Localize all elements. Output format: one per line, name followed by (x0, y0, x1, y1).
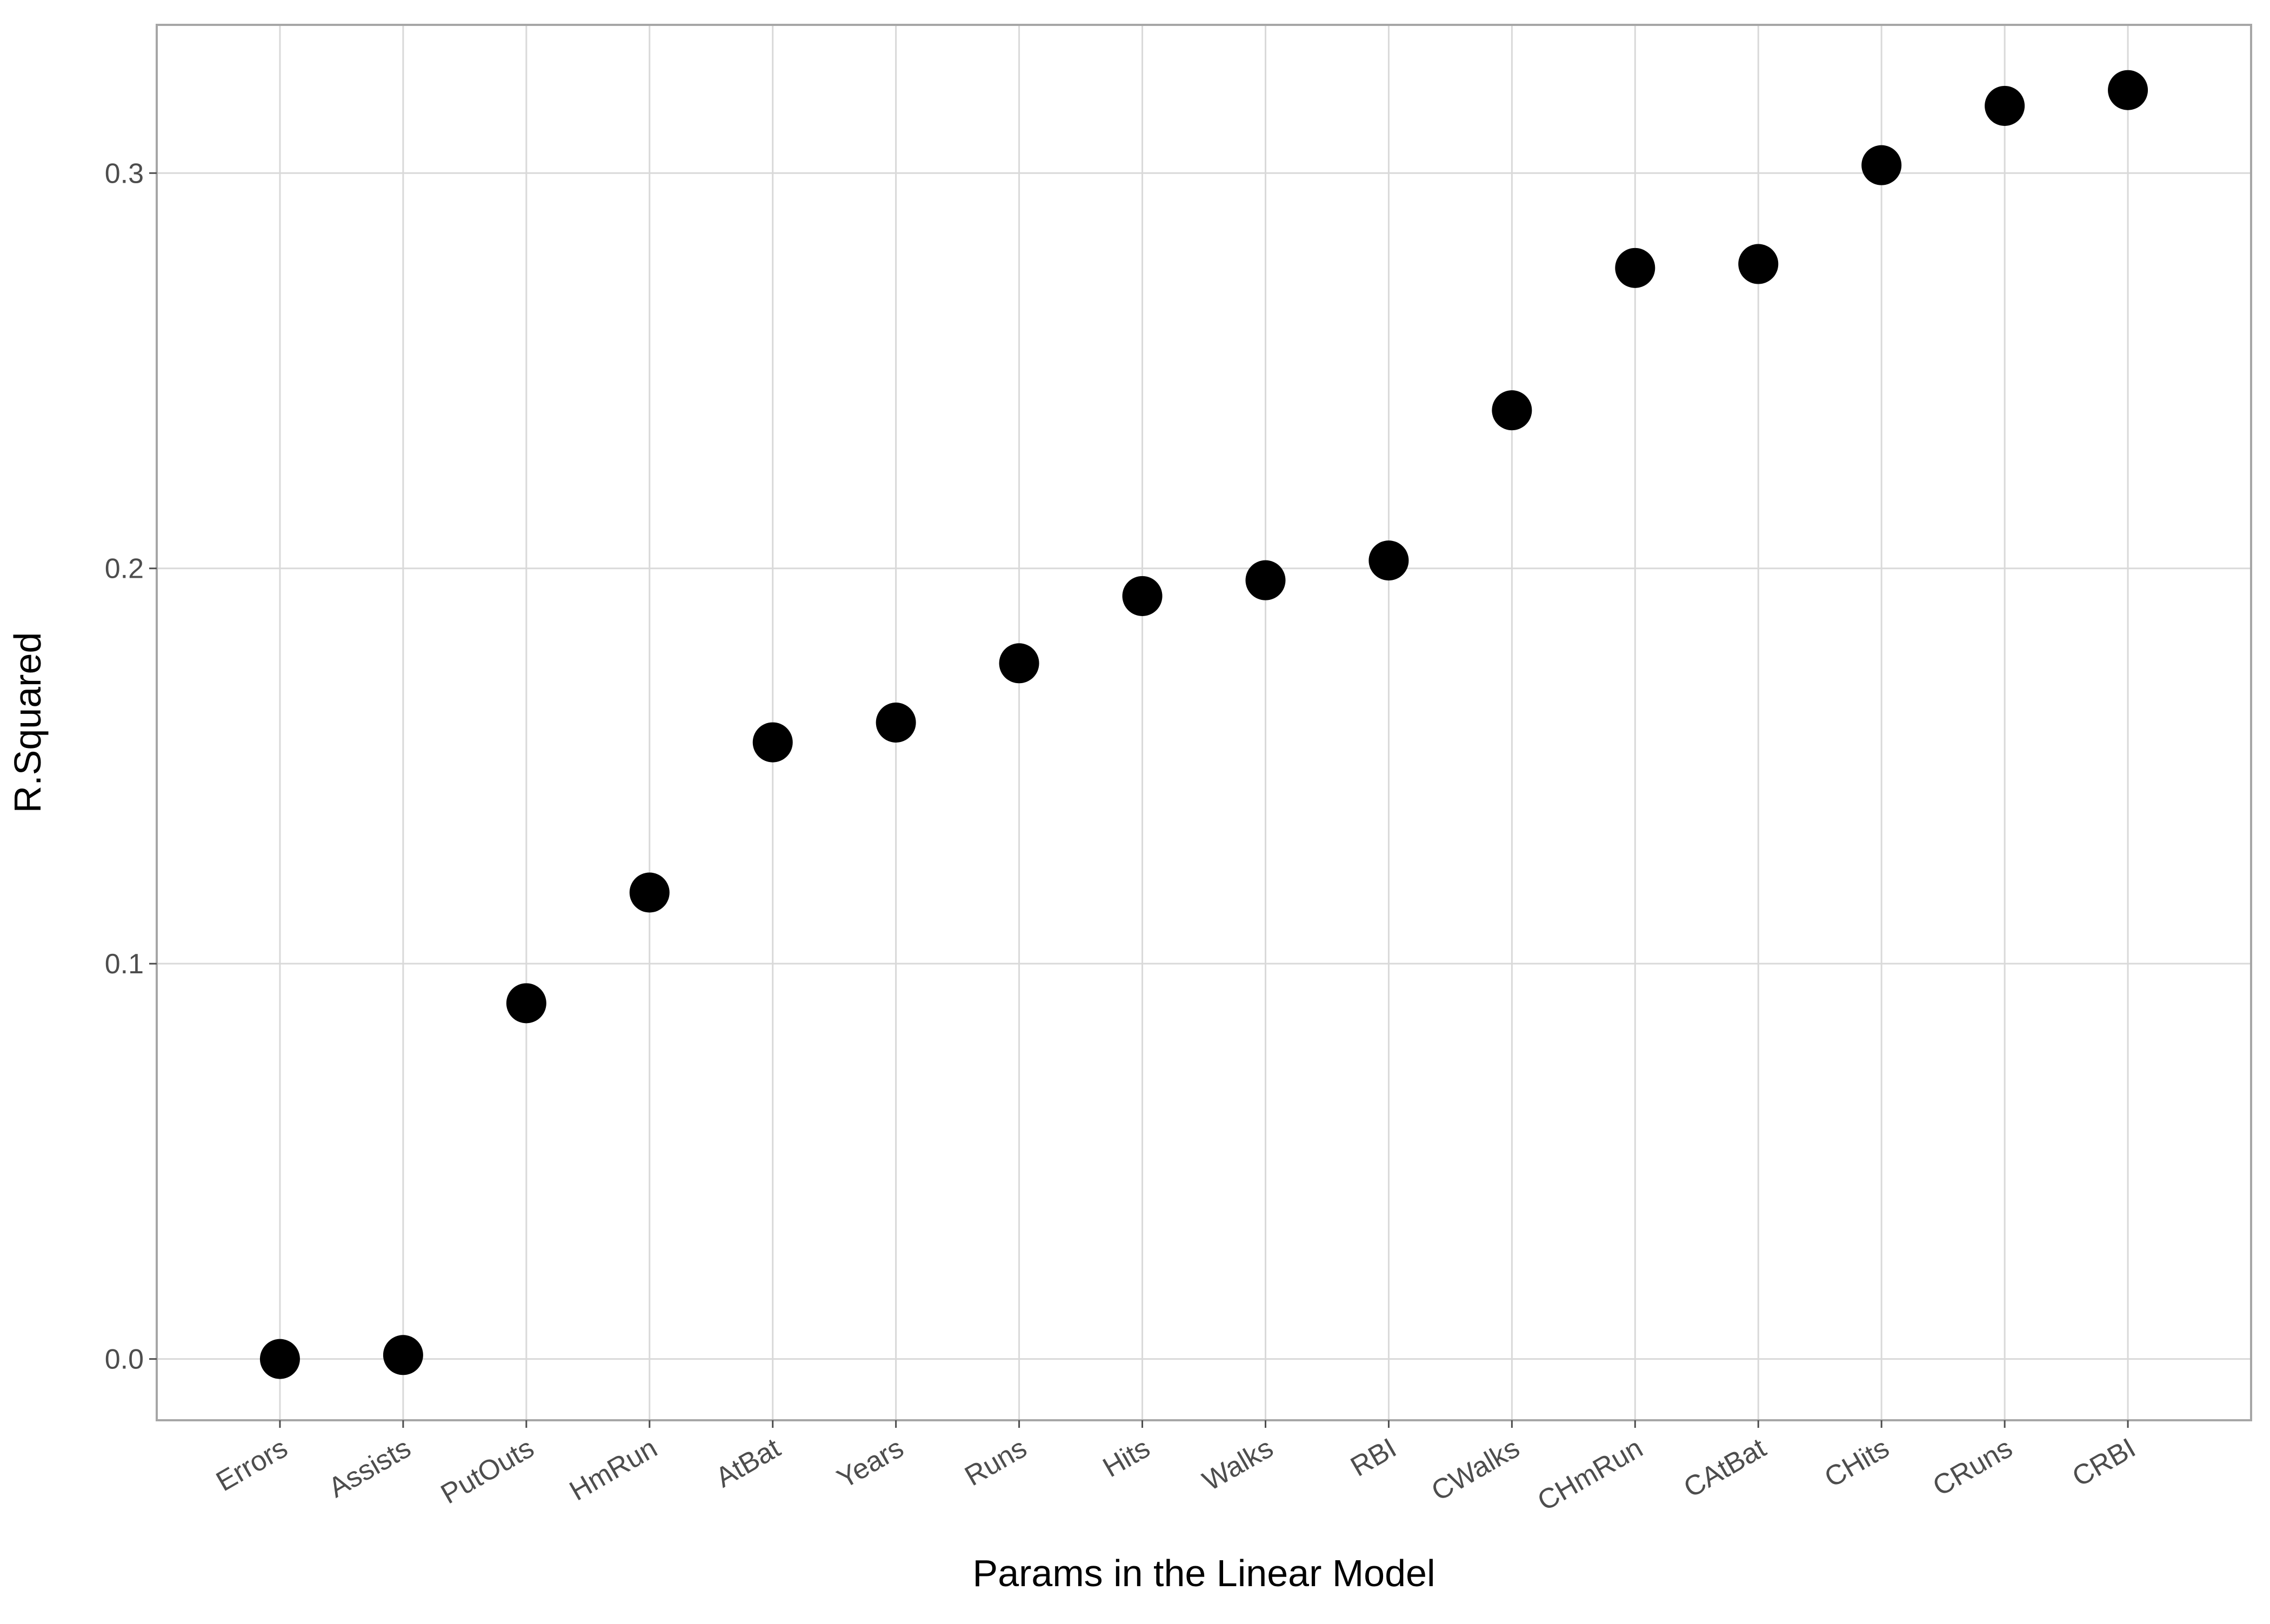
data-point-putouts (506, 983, 546, 1023)
data-point-cruns (1985, 86, 2025, 126)
data-point-walks (1245, 560, 1285, 600)
data-point-assists (383, 1335, 423, 1375)
data-point-chmrun (1615, 248, 1655, 288)
y-tick-label: 0.3 (105, 158, 144, 189)
y-axis-title: R.Squared (6, 632, 49, 813)
data-point-hits (1123, 576, 1163, 616)
y-tick-label: 0.2 (105, 553, 144, 585)
y-tick-label: 0.0 (105, 1344, 144, 1375)
data-point-chits (1861, 145, 1901, 185)
data-point-hmrun (630, 873, 670, 913)
data-point-atbat (753, 723, 793, 763)
data-point-errors (260, 1339, 300, 1379)
data-point-years (876, 703, 916, 743)
y-tick-label: 0.1 (105, 948, 144, 980)
data-point-catbat (1738, 244, 1778, 284)
data-point-rbi (1368, 540, 1408, 580)
data-point-crbi (2108, 70, 2148, 110)
data-point-runs (999, 643, 1039, 683)
x-axis-title: Params in the Linear Model (973, 1552, 1436, 1594)
data-point-cwalks (1492, 390, 1532, 430)
